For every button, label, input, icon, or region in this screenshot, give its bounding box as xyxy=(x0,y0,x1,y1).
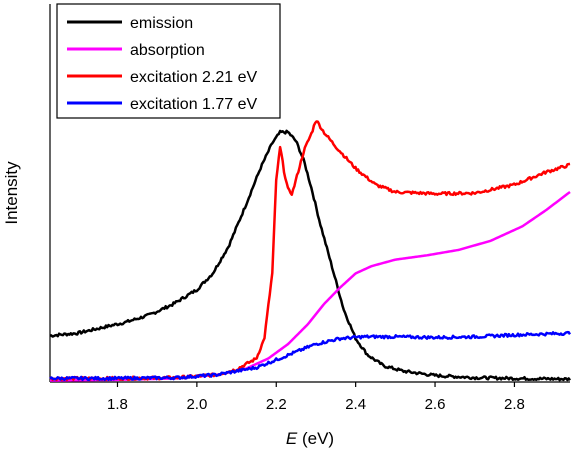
legend-box xyxy=(56,3,281,119)
x-axis-title-unit: (eV) xyxy=(297,429,334,448)
x-tick-label: 2.0 xyxy=(186,396,207,413)
series-line-2 xyxy=(49,120,571,382)
legend: emission absorption excitation 2.21 eV e… xyxy=(56,3,281,119)
x-ticks: 1.8 2.0 2.2 2.4 2.6 2.8 xyxy=(107,382,525,413)
x-tick-label: 2.8 xyxy=(504,396,525,413)
legend-label-absorption: absorption xyxy=(130,42,205,59)
legend-label-excitation-177: excitation 1.77 eV xyxy=(130,96,258,113)
legend-label-emission: emission xyxy=(130,15,193,32)
x-axis-title: E (eV) xyxy=(286,429,334,448)
series-line-0 xyxy=(49,129,571,382)
legend-label-excitation-221: excitation 2.21 eV xyxy=(130,69,258,86)
series-lines xyxy=(49,120,571,382)
x-tick-label: 2.2 xyxy=(266,396,287,413)
series-line-3 xyxy=(49,330,571,382)
x-tick-label: 1.8 xyxy=(107,396,128,413)
x-tick-label: 2.4 xyxy=(345,396,366,413)
x-axis-title-italic: E xyxy=(286,429,298,448)
series-line-1 xyxy=(49,190,571,382)
y-axis-title: Intensity xyxy=(2,161,21,225)
x-tick-label: 2.6 xyxy=(425,396,446,413)
